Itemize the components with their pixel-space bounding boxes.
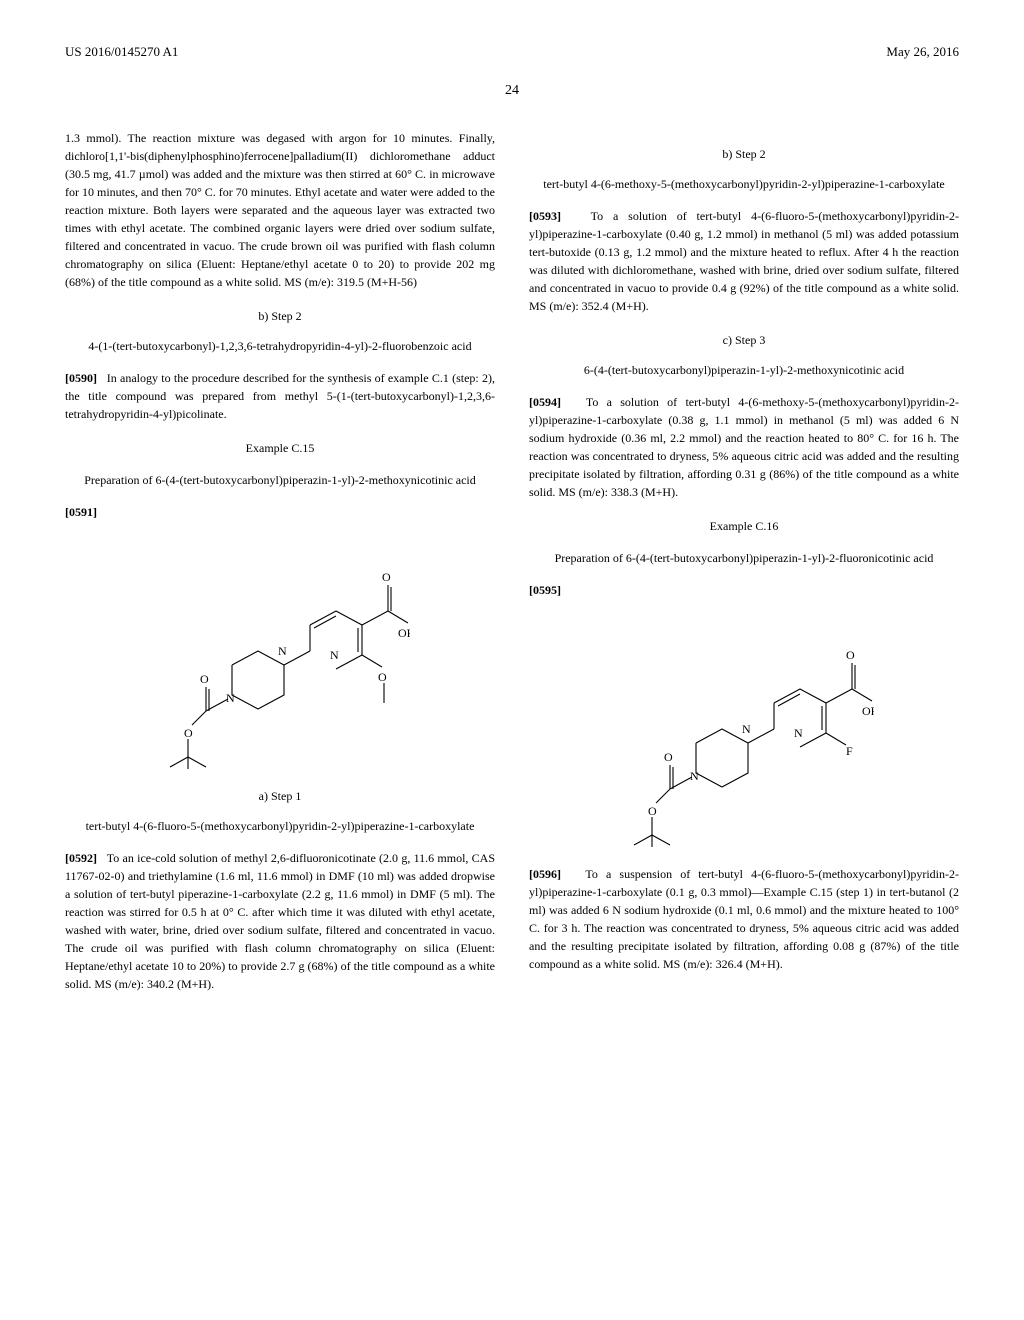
- svg-text:N: N: [742, 722, 751, 736]
- structure-fluoro: N O OH F N N: [529, 617, 959, 847]
- svg-text:N: N: [226, 691, 235, 705]
- svg-text:O: O: [648, 804, 657, 818]
- para-num-0590: [0590]: [65, 371, 97, 385]
- prep-c16: Preparation of 6-(4-(tert-butoxycarbonyl…: [529, 549, 959, 567]
- para-num-0595: [0595]: [529, 581, 959, 599]
- step-b2-label: b) Step 2: [529, 145, 959, 163]
- para-num-0594: [0594]: [529, 395, 561, 409]
- example-c16: Example C.16: [529, 517, 959, 535]
- page-number: 24: [65, 80, 959, 101]
- compound-title-3: tert-butyl 4-(6-methoxy-5-(methoxycarbon…: [529, 175, 959, 193]
- para-0590-text: In analogy to the procedure described fo…: [65, 371, 495, 421]
- left-column: 1.3 mmol). The reaction mixture was dega…: [65, 129, 495, 1007]
- para-0596: [0596] To a suspension of tert-butyl 4-(…: [529, 865, 959, 973]
- pub-date: May 26, 2016: [886, 42, 959, 62]
- para-num-0591: [0591]: [65, 503, 495, 521]
- svg-text:N: N: [794, 726, 803, 740]
- step-c-label: c) Step 3: [529, 331, 959, 349]
- para-0593-text: To a solution of tert-butyl 4-(6-fluoro-…: [529, 209, 959, 313]
- para-continue: 1.3 mmol). The reaction mixture was dega…: [65, 129, 495, 291]
- para-num-0593: [0593]: [529, 209, 561, 223]
- svg-text:O: O: [378, 670, 387, 684]
- svg-text:O: O: [200, 672, 209, 686]
- para-0592: [0592] To an ice-cold solution of methyl…: [65, 849, 495, 993]
- step-a-label: a) Step 1: [65, 787, 495, 805]
- para-0594-text: To a solution of tert-butyl 4-(6-methoxy…: [529, 395, 959, 499]
- para-0596-text: To a suspension of tert-butyl 4-(6-fluor…: [529, 867, 959, 971]
- svg-text:N: N: [330, 648, 339, 662]
- svg-text:OH: OH: [862, 704, 874, 718]
- pub-number: US 2016/0145270 A1: [65, 42, 178, 62]
- para-0590: [0590] In analogy to the procedure descr…: [65, 369, 495, 423]
- compound-title-4: 6-(4-(tert-butoxycarbonyl)piperazin-1-yl…: [529, 361, 959, 379]
- para-num-0596: [0596]: [529, 867, 561, 881]
- svg-text:OH: OH: [398, 626, 410, 640]
- svg-text:N: N: [278, 644, 287, 658]
- para-0592-text: To an ice-cold solution of methyl 2,6-di…: [65, 851, 495, 991]
- svg-text:O: O: [382, 570, 391, 584]
- para-0593: [0593] To a solution of tert-butyl 4-(6-…: [529, 207, 959, 315]
- example-c15: Example C.15: [65, 439, 495, 457]
- prep-c15: Preparation of 6-(4-(tert-butoxycarbonyl…: [65, 471, 495, 489]
- step-b-label: b) Step 2: [65, 307, 495, 325]
- para-0594: [0594] To a solution of tert-butyl 4-(6-…: [529, 393, 959, 501]
- right-column: b) Step 2 tert-butyl 4-(6-methoxy-5-(met…: [529, 129, 959, 1007]
- para-num-0592: [0592]: [65, 851, 97, 865]
- svg-text:O: O: [846, 648, 855, 662]
- svg-text:O: O: [184, 726, 193, 740]
- compound-title-1: 4-(1-(tert-butoxycarbonyl)-1,2,3,6-tetra…: [65, 337, 495, 355]
- compound-title-2: tert-butyl 4-(6-fluoro-5-(methoxycarbony…: [65, 817, 495, 835]
- svg-text:N: N: [690, 769, 699, 783]
- svg-text:F: F: [846, 744, 853, 758]
- structure-methoxy: N O OH O N: [65, 539, 495, 769]
- svg-text:O: O: [664, 750, 673, 764]
